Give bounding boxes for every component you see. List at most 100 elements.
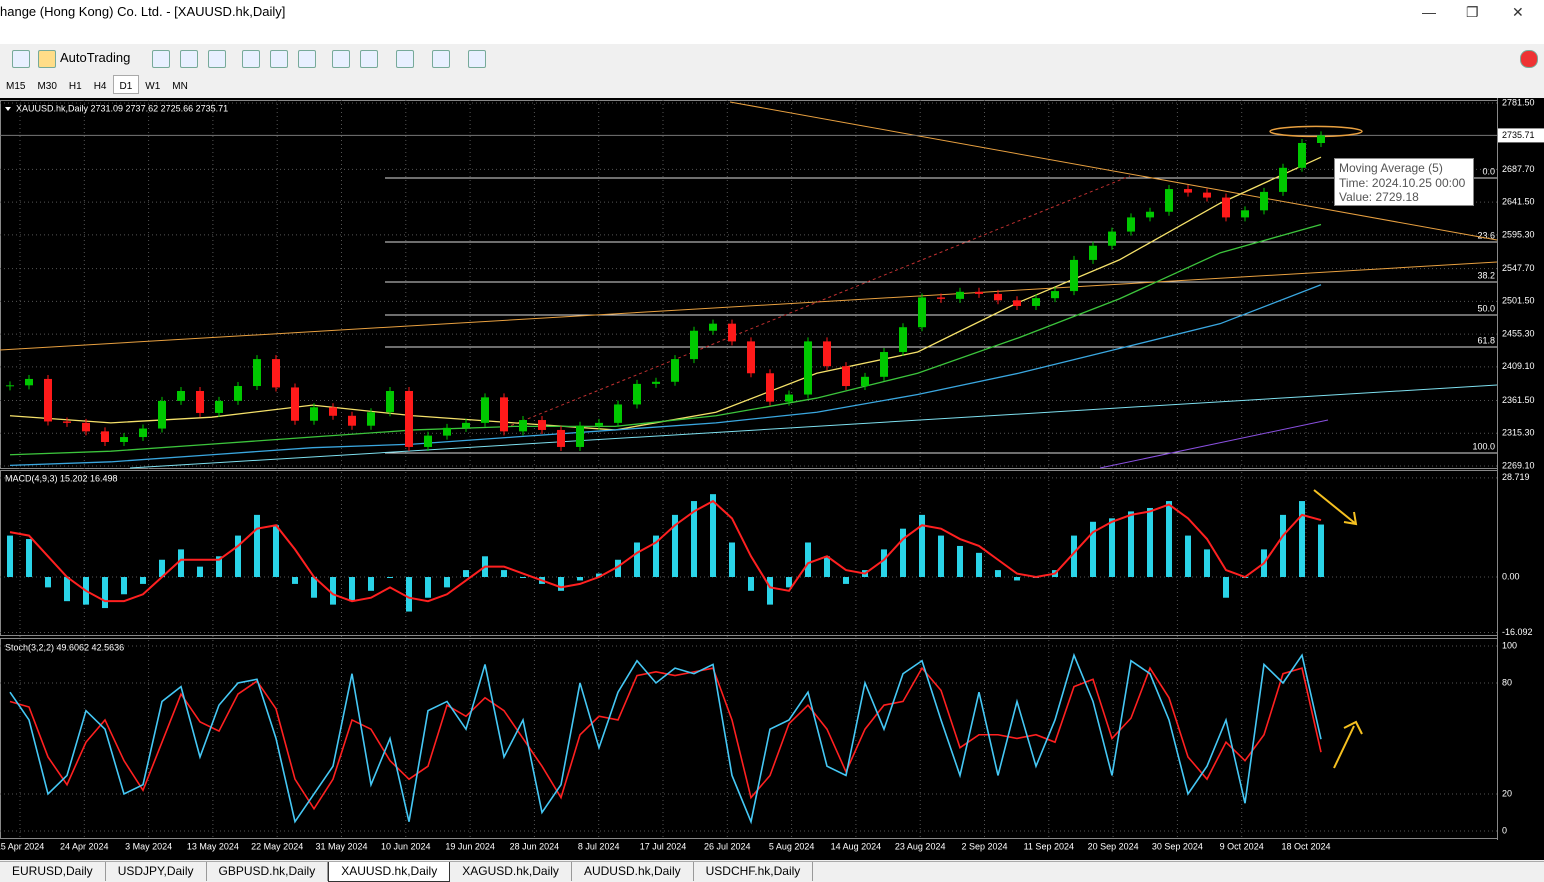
macd-bar bbox=[691, 501, 697, 578]
timeframe-button[interactable]: M30 bbox=[37, 81, 57, 92]
candle bbox=[367, 412, 375, 426]
window-title: hange (Hong Kong) Co. Ltd. - [XAUUSD.hk,… bbox=[0, 4, 286, 19]
candle bbox=[310, 407, 318, 421]
annotation-arrow bbox=[1333, 720, 1363, 769]
macd-bar bbox=[748, 577, 754, 591]
candle bbox=[823, 341, 831, 367]
timeframe-button[interactable]: MN bbox=[172, 81, 188, 92]
candle bbox=[633, 383, 641, 405]
panel-header: XAUUSD.hk,Daily 2731.09 2737.62 2725.66 … bbox=[16, 103, 228, 113]
chart-tab[interactable]: USDJPY,Daily bbox=[106, 862, 207, 881]
macd-bar bbox=[425, 577, 431, 598]
close[interactable]: ✕ bbox=[1512, 4, 1524, 20]
x-tick-label: 19 Jun 2024 bbox=[445, 841, 495, 851]
minimize[interactable]: — bbox=[1422, 4, 1436, 20]
chart-tab[interactable]: EURUSD,Daily bbox=[0, 862, 106, 881]
candle bbox=[1013, 300, 1021, 306]
timeframe-button[interactable]: M15 bbox=[6, 81, 26, 92]
macd-signal bbox=[9, 499, 1322, 603]
icon[interactable] bbox=[432, 50, 450, 68]
x-tick-label: 9 Oct 2024 bbox=[1220, 841, 1264, 851]
candle bbox=[728, 323, 736, 342]
candle bbox=[1241, 210, 1249, 218]
candle bbox=[709, 323, 717, 331]
y-tick-label: 2641.50 bbox=[1502, 197, 1535, 207]
icon[interactable] bbox=[12, 50, 30, 68]
timeframe-button[interactable]: D1 bbox=[112, 75, 140, 94]
macd-bar bbox=[520, 577, 526, 579]
stoch-signal bbox=[9, 666, 1322, 811]
candle bbox=[1127, 217, 1135, 232]
x-tick-label: 22 May 2024 bbox=[251, 841, 303, 851]
icon[interactable] bbox=[468, 50, 486, 68]
y-tick-label: 2687.70 bbox=[1502, 164, 1535, 174]
chart-tab[interactable]: AUDUSD.hk,Daily bbox=[572, 862, 694, 881]
last-price-label: 2735.71 bbox=[1502, 130, 1535, 140]
title-bar: hange (Hong Kong) Co. Ltd. - [XAUUSD.hk,… bbox=[0, 0, 1544, 24]
macd-bar bbox=[159, 559, 165, 578]
menu-bar bbox=[0, 24, 1544, 44]
macd-bar bbox=[1204, 549, 1210, 578]
candle bbox=[956, 291, 964, 299]
ma-line bbox=[129, 384, 1498, 469]
macd-bar bbox=[7, 535, 13, 578]
search[interactable] bbox=[1490, 50, 1506, 66]
timeframe-button[interactable]: H1 bbox=[68, 81, 82, 92]
macd-bar bbox=[45, 577, 51, 588]
y-tick-label: -16.092 bbox=[1502, 627, 1533, 637]
x-tick-label: 20 Sep 2024 bbox=[1088, 841, 1139, 851]
macd-bar bbox=[1280, 514, 1286, 578]
macd-bar bbox=[957, 545, 963, 578]
macd-bar bbox=[976, 552, 982, 578]
y-tick-label: 100 bbox=[1502, 640, 1517, 650]
icon[interactable] bbox=[152, 50, 170, 68]
y-tick-label: 28.719 bbox=[1502, 472, 1530, 482]
icon[interactable] bbox=[270, 50, 288, 68]
macd-bar bbox=[938, 535, 944, 578]
icon[interactable] bbox=[208, 50, 226, 68]
x-tick-label: 24 Apr 2024 bbox=[60, 841, 109, 851]
chart-tabs: EURUSD,Daily USDJPY,Daily GBPUSD.hk,Daily X… bbox=[0, 861, 1544, 882]
notifications[interactable] bbox=[1520, 50, 1538, 68]
fib-label: 23.6 bbox=[1477, 230, 1495, 240]
y-tick-label: 0.00 bbox=[1502, 571, 1520, 581]
macd-bar bbox=[330, 577, 336, 605]
candle bbox=[538, 420, 546, 430]
chart-tab[interactable]: USDCHF.hk,Daily bbox=[694, 862, 814, 881]
icon[interactable] bbox=[332, 50, 350, 68]
candle bbox=[481, 397, 489, 423]
macd-bar bbox=[634, 542, 640, 578]
icon[interactable] bbox=[242, 50, 260, 68]
icon[interactable] bbox=[360, 50, 378, 68]
timeframe-button[interactable]: W1 bbox=[145, 81, 161, 92]
autotrading-button[interactable]: AutoTrading bbox=[60, 50, 131, 65]
candle bbox=[253, 359, 261, 387]
candle bbox=[82, 422, 90, 432]
autotrading-icon[interactable] bbox=[38, 50, 56, 68]
tooltip-time: Time: 2024.10.25 00:00 bbox=[1339, 175, 1466, 190]
icon[interactable] bbox=[396, 50, 414, 68]
macd-bar bbox=[121, 577, 127, 595]
chart-tab[interactable]: XAUUSD.hk,Daily bbox=[328, 862, 451, 882]
x-tick-label: 23 Aug 2024 bbox=[895, 841, 946, 851]
candle bbox=[1070, 259, 1078, 292]
chart-tab[interactable]: GBPUSD.hk,Daily bbox=[207, 862, 329, 881]
icon[interactable] bbox=[298, 50, 316, 68]
annotation-arrow bbox=[1313, 489, 1358, 526]
moving-average bbox=[9, 284, 1322, 467]
macd-bar bbox=[824, 556, 830, 578]
candle bbox=[671, 359, 679, 382]
candle bbox=[500, 397, 508, 432]
macd-bar bbox=[1128, 511, 1134, 578]
candle bbox=[101, 431, 109, 442]
timeframe-button[interactable]: H4 bbox=[93, 81, 107, 92]
chart-tab[interactable]: XAGUSD.hk,Daily bbox=[450, 862, 572, 881]
maximize[interactable]: ❐ bbox=[1466, 4, 1479, 20]
candle bbox=[1165, 189, 1173, 212]
x-tick-label: 15 Apr 2024 bbox=[0, 841, 44, 851]
macd-bar bbox=[349, 577, 355, 602]
y-tick-label: 20 bbox=[1502, 788, 1512, 798]
y-tick-label: 2781.50 bbox=[1502, 98, 1535, 107]
icon[interactable] bbox=[180, 50, 198, 68]
